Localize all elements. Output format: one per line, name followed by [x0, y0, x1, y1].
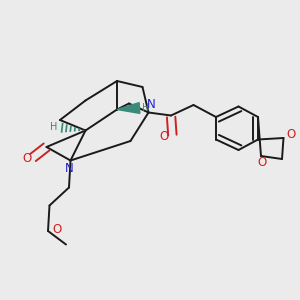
Text: O: O	[258, 156, 267, 169]
Text: N: N	[147, 98, 156, 112]
Text: O: O	[160, 130, 169, 143]
Text: N: N	[64, 161, 74, 175]
Text: O: O	[22, 152, 32, 166]
Text: O: O	[286, 128, 296, 142]
Text: O: O	[52, 223, 62, 236]
Polygon shape	[117, 103, 140, 113]
Text: H: H	[50, 122, 58, 132]
Text: H: H	[142, 103, 150, 113]
